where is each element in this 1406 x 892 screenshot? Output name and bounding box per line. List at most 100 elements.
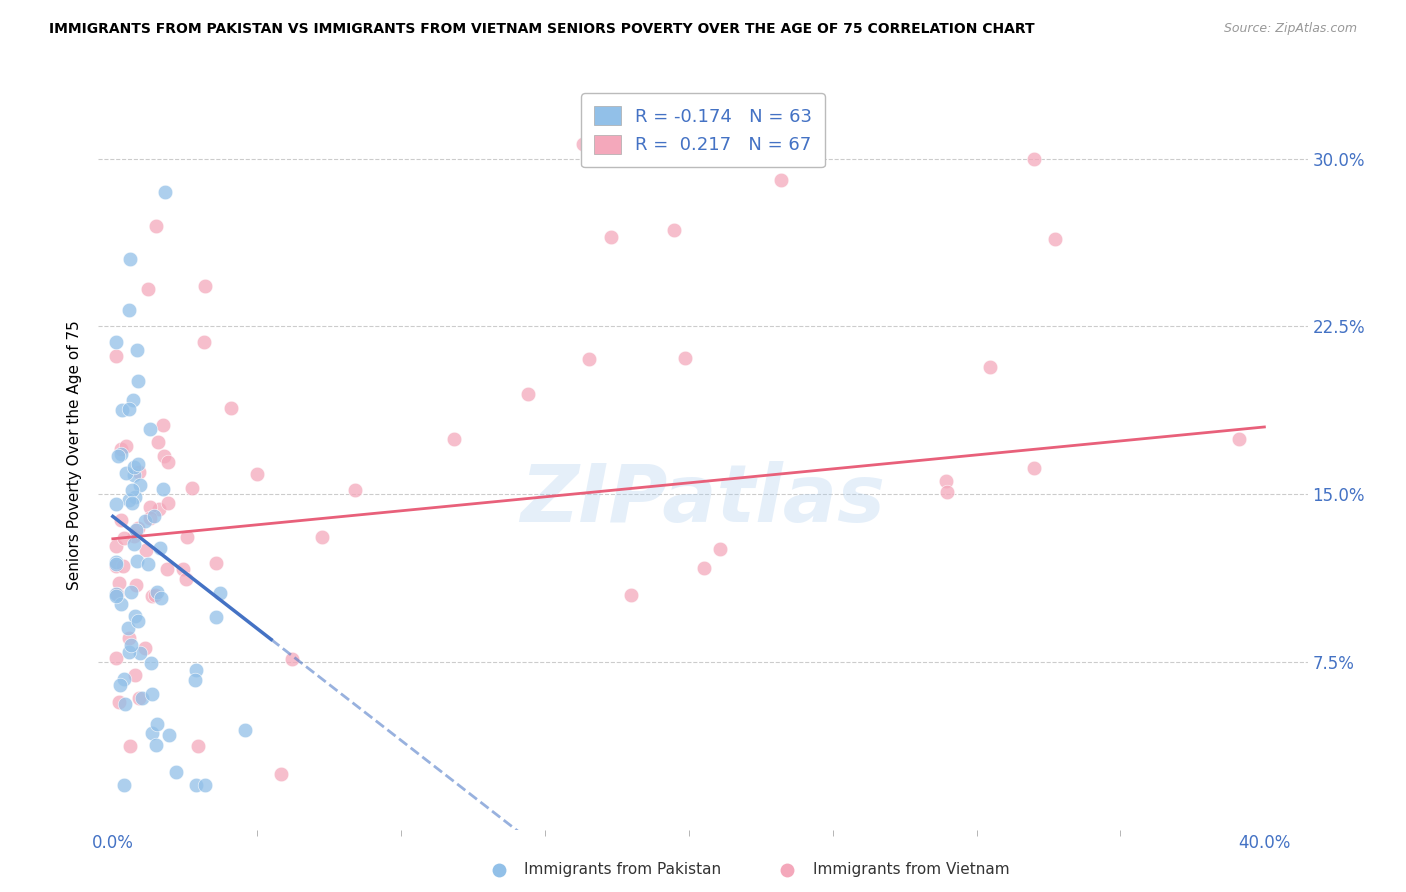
Point	[136, 557, 159, 571]
Point	[108, 678, 131, 692]
Point	[146, 584, 169, 599]
Text: Immigrants from Pakistan: Immigrants from Pakistan	[524, 863, 721, 877]
Point	[157, 455, 180, 469]
Point	[110, 447, 132, 461]
Point	[572, 136, 595, 151]
Point	[118, 402, 141, 417]
Point	[172, 562, 194, 576]
Point	[149, 591, 172, 605]
Point	[139, 500, 162, 515]
Point	[174, 572, 197, 586]
Point	[120, 252, 142, 267]
Point	[125, 523, 148, 537]
Point	[128, 691, 150, 706]
Point	[143, 509, 166, 524]
Point	[110, 597, 132, 611]
Point	[129, 478, 152, 492]
Point	[125, 577, 148, 591]
Point	[114, 697, 136, 711]
Point	[127, 521, 149, 535]
Point	[135, 543, 157, 558]
Point	[121, 483, 143, 498]
Point	[143, 588, 166, 602]
Point	[114, 467, 136, 481]
Point	[152, 482, 174, 496]
Point	[443, 432, 465, 446]
Point	[104, 589, 127, 603]
Point	[122, 529, 145, 543]
Point	[115, 438, 138, 452]
Point	[141, 589, 163, 603]
Point	[141, 726, 163, 740]
Point	[112, 778, 135, 792]
Point	[281, 651, 304, 665]
Point	[1043, 232, 1066, 246]
Point	[664, 223, 686, 237]
Point	[516, 387, 538, 401]
Point	[122, 467, 145, 482]
Point	[110, 442, 132, 457]
Point	[104, 349, 127, 363]
Point	[620, 588, 643, 602]
Point	[104, 497, 127, 511]
Point	[111, 403, 134, 417]
Point	[105, 587, 128, 601]
Point	[134, 641, 156, 656]
Point	[180, 481, 202, 495]
Point	[120, 585, 142, 599]
Point	[146, 435, 169, 450]
Point	[770, 172, 793, 186]
Point	[125, 343, 148, 357]
Point	[165, 764, 187, 779]
Point	[122, 459, 145, 474]
Point	[153, 185, 176, 199]
Point	[673, 351, 696, 365]
Point	[110, 512, 132, 526]
Point	[1227, 432, 1250, 446]
Point	[138, 281, 160, 295]
Y-axis label: Seniors Poverty Over the Age of 75: Seniors Poverty Over the Age of 75	[67, 320, 83, 590]
Point	[122, 537, 145, 551]
Point	[145, 219, 167, 233]
Point	[127, 374, 149, 388]
Text: Source: ZipAtlas.com: Source: ZipAtlas.com	[1223, 22, 1357, 36]
Point	[127, 458, 149, 472]
Point	[148, 541, 170, 555]
Point	[145, 716, 167, 731]
Point	[124, 609, 146, 624]
Point	[107, 576, 129, 591]
Point	[935, 474, 957, 488]
Point	[124, 490, 146, 504]
Text: IMMIGRANTS FROM PAKISTAN VS IMMIGRANTS FROM VIETNAM SENIORS POVERTY OVER THE AGE: IMMIGRANTS FROM PAKISTAN VS IMMIGRANTS F…	[49, 22, 1035, 37]
Point	[112, 559, 135, 574]
Point	[121, 392, 143, 407]
Point	[709, 541, 731, 556]
Point	[127, 614, 149, 628]
Point	[107, 449, 129, 463]
Point	[935, 485, 957, 500]
Point	[152, 418, 174, 433]
Point	[270, 766, 292, 780]
Point	[124, 668, 146, 682]
Point	[131, 690, 153, 705]
Point	[193, 334, 215, 349]
Point	[128, 646, 150, 660]
Point	[105, 557, 128, 571]
Point	[104, 651, 127, 665]
Point	[219, 401, 242, 415]
Point	[176, 530, 198, 544]
Text: ZIPatlas: ZIPatlas	[520, 461, 886, 539]
Point	[118, 739, 141, 753]
Legend: R = -0.174   N = 63, R =  0.217   N = 67: R = -0.174 N = 63, R = 0.217 N = 67	[581, 93, 825, 167]
Point	[184, 663, 207, 677]
Point	[117, 621, 139, 635]
Point	[141, 688, 163, 702]
Point	[148, 501, 170, 516]
Point	[209, 586, 232, 600]
Point	[1022, 152, 1045, 166]
Text: Immigrants from Vietnam: Immigrants from Vietnam	[813, 863, 1010, 877]
Point	[112, 531, 135, 545]
Point	[139, 511, 162, 525]
Point	[139, 422, 162, 436]
Point	[157, 728, 180, 742]
